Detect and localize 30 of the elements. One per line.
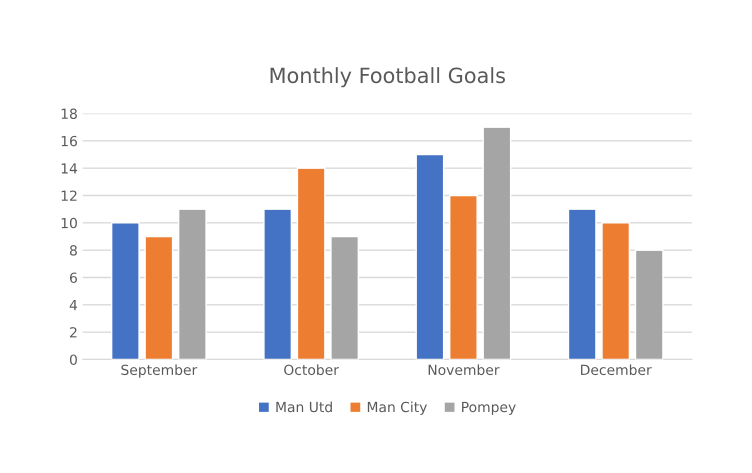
bar — [568, 208, 597, 360]
bar — [110, 222, 140, 360]
bar — [178, 208, 207, 360]
y-tick-label: 12 — [62, 190, 76, 201]
legend-label: Man City — [368, 401, 427, 415]
bar — [449, 194, 478, 360]
y-tick-label: 18 — [62, 108, 77, 119]
bar — [601, 222, 630, 360]
bar — [634, 249, 664, 360]
legend-label: Pompey — [462, 402, 516, 415]
chart-title: Monthly Football Goals — [270, 67, 505, 88]
y-tick-label: 8 — [70, 245, 77, 256]
y-tick-label: 14 — [62, 163, 78, 174]
bar — [296, 167, 326, 360]
x-tick-label: November — [428, 364, 500, 376]
y-tick-label: 0 — [70, 354, 77, 365]
y-tick-label: 16 — [62, 136, 77, 146]
y-tick-label: 10 — [62, 218, 77, 228]
y-tick-label: 6 — [70, 272, 77, 283]
x-tick-label: October — [284, 364, 339, 376]
bar — [263, 208, 292, 360]
x-tick-label: December — [581, 364, 652, 376]
x-tick-label: September — [121, 364, 198, 378]
bar — [416, 154, 444, 360]
bar — [482, 126, 512, 360]
bar — [144, 236, 174, 360]
bar — [330, 236, 360, 360]
y-tick-label: 4 — [70, 300, 78, 310]
y-tick-label: 2 — [70, 327, 76, 338]
legend-label: Man Utd — [276, 401, 332, 412]
